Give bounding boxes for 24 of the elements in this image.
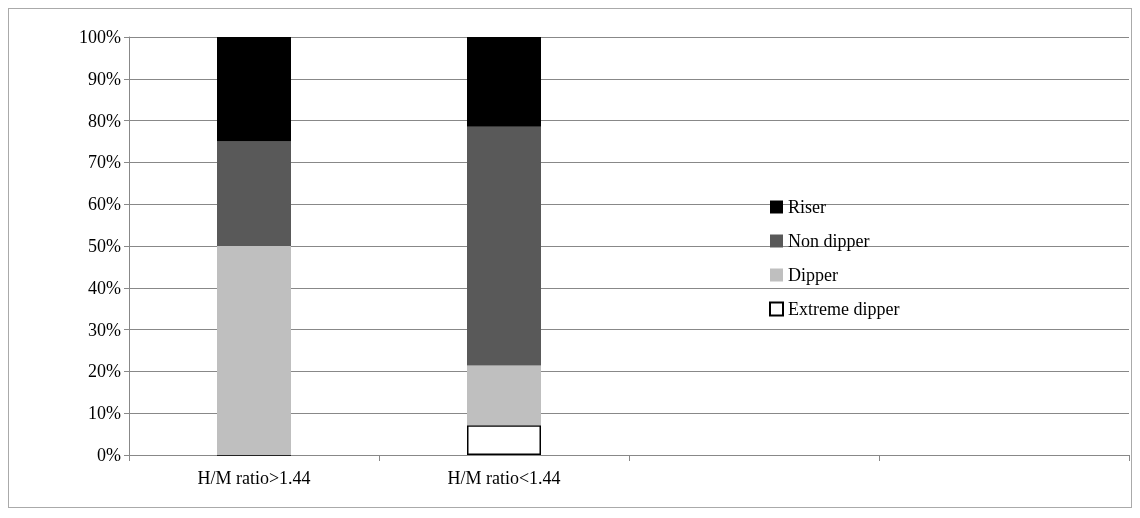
- y-tick-label: 90%: [88, 68, 121, 89]
- bar: [217, 37, 291, 142]
- y-tick-label: 70%: [88, 152, 121, 173]
- bar: [467, 365, 541, 426]
- bar: [217, 246, 291, 455]
- y-tick-label: 40%: [88, 277, 121, 298]
- bar: [467, 37, 541, 127]
- bar: [467, 425, 541, 455]
- y-tick-label: 0%: [97, 445, 121, 465]
- y-tick-label: 10%: [88, 403, 121, 424]
- y-tick-label: 80%: [88, 110, 121, 131]
- x-tick-label: H/M ratio<1.44: [447, 468, 561, 488]
- y-tick-label: 50%: [88, 236, 121, 256]
- legend-label: Non dipper: [788, 231, 870, 251]
- y-tick-label: 20%: [88, 361, 121, 382]
- y-tick-label: 60%: [88, 194, 121, 215]
- legend-label: Riser: [788, 197, 826, 217]
- bar: [467, 126, 541, 366]
- x-tick-label: H/M ratio>1.44: [197, 468, 311, 488]
- y-tick-label: 100%: [79, 27, 121, 47]
- legend-label: Dipper: [788, 265, 838, 285]
- legend-label: Extreme dipper: [788, 299, 900, 319]
- y-tick-label: 30%: [88, 319, 121, 340]
- bar: [217, 141, 291, 246]
